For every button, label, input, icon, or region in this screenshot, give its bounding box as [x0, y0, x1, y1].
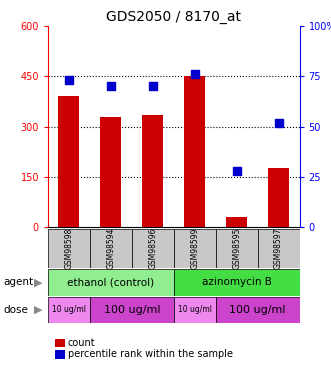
Bar: [48, 297, 90, 323]
Bar: [48, 269, 174, 296]
Text: GSM98599: GSM98599: [190, 228, 199, 269]
Text: dose: dose: [3, 305, 28, 315]
Text: GSM98594: GSM98594: [106, 228, 116, 269]
Text: GSM98597: GSM98597: [274, 228, 283, 269]
Text: 10 ug/ml: 10 ug/ml: [178, 305, 212, 314]
Text: 10 ug/ml: 10 ug/ml: [52, 305, 86, 314]
Text: ▶: ▶: [34, 278, 42, 287]
Point: [276, 120, 281, 126]
Bar: [132, 229, 174, 268]
Bar: [59, 96, 79, 227]
Bar: [216, 229, 258, 268]
Text: count: count: [68, 338, 95, 348]
Text: azinomycin B: azinomycin B: [202, 278, 272, 287]
Text: GSM98596: GSM98596: [148, 228, 157, 269]
Text: GSM98595: GSM98595: [232, 228, 241, 269]
Bar: [268, 168, 289, 227]
Bar: [90, 229, 132, 268]
Text: ▶: ▶: [34, 305, 42, 315]
Bar: [174, 229, 216, 268]
Point: [66, 77, 71, 83]
Text: ethanol (control): ethanol (control): [67, 278, 155, 287]
Text: percentile rank within the sample: percentile rank within the sample: [68, 350, 233, 359]
Point: [150, 84, 156, 90]
Bar: [90, 297, 174, 323]
Point: [234, 168, 239, 174]
Text: agent: agent: [3, 278, 33, 287]
Bar: [258, 229, 300, 268]
Bar: [226, 217, 247, 227]
Title: GDS2050 / 8170_at: GDS2050 / 8170_at: [106, 10, 241, 24]
Bar: [216, 297, 300, 323]
Bar: [184, 76, 205, 227]
Bar: [100, 117, 121, 227]
Bar: [48, 229, 90, 268]
Bar: [174, 269, 300, 296]
Point: [192, 71, 197, 77]
Bar: [174, 297, 216, 323]
Text: 100 ug/ml: 100 ug/ml: [229, 305, 286, 315]
Bar: [142, 115, 163, 227]
Point: [108, 84, 114, 90]
Text: 100 ug/ml: 100 ug/ml: [104, 305, 160, 315]
Text: GSM98598: GSM98598: [65, 228, 73, 269]
